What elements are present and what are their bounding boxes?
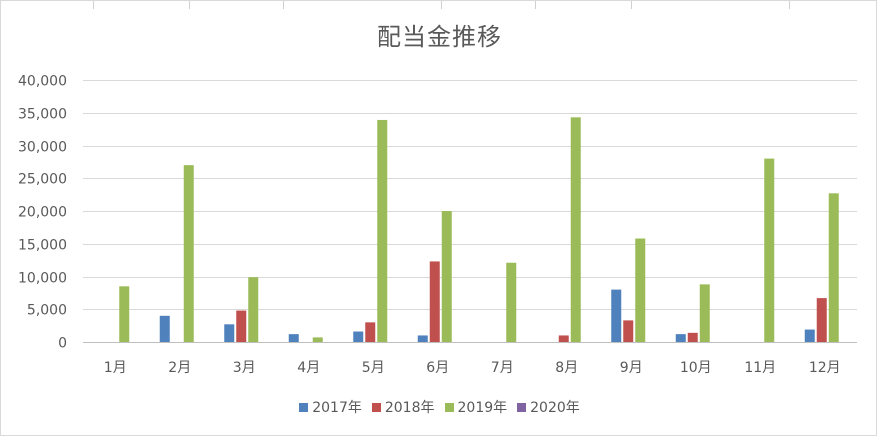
x-axis-labels: 1月 2月 3月 4月 5月 6月 7月 8月 9月 10月 11月 12月 [104, 360, 841, 376]
bar-2017年-2月 [159, 315, 170, 342]
bar-2019年-8月 [570, 117, 581, 343]
bar-2017年-3月 [224, 324, 235, 342]
bar-2019年-1月 [119, 286, 130, 342]
legend-item: 2019年 [444, 397, 508, 417]
y-tick-label: 5,000 [27, 303, 67, 319]
sheet-gridline [441, 1, 442, 9]
x-tick-label: 8月 [555, 360, 578, 376]
x-tick-label: 2月 [168, 360, 191, 376]
y-tick-label: 20,000 [18, 205, 67, 221]
legend-item: 2018年 [371, 397, 435, 417]
y-tick-label: 0 [58, 336, 67, 352]
bar-2017年-4月 [288, 334, 299, 342]
legend-label: 2019年 [457, 400, 508, 416]
x-tick-label: 4月 [297, 360, 320, 376]
legend-swatch [517, 403, 527, 412]
gridlines [83, 80, 857, 343]
x-tick-label: 10月 [680, 360, 712, 376]
bar-2017年-6月 [417, 335, 428, 342]
legend-swatch [371, 403, 381, 412]
legend-swatch [444, 403, 454, 412]
bar-2019年-6月 [441, 211, 452, 342]
bar-2017年-9月 [611, 289, 622, 342]
legend-label: 2017年 [312, 400, 362, 416]
bar-2019年-11月 [764, 158, 775, 342]
x-tick-label: 11月 [744, 360, 776, 376]
bar-2019年-2月 [183, 165, 194, 342]
legend-label: 2018年 [384, 400, 435, 416]
bar-2017年-12月 [804, 329, 815, 342]
bar-2019年-10月 [699, 284, 710, 342]
sheet-gridline [535, 1, 536, 9]
chart-title: 配当金推移 [377, 23, 502, 51]
y-tick-label: 35,000 [18, 107, 67, 123]
bar-2017年-5月 [353, 331, 364, 342]
y-axis-labels: 0 5,000 10,000 15,000 20,000 25,000 30,000 35,0… [18, 74, 67, 352]
bar-2019年-4月 [312, 337, 323, 342]
x-tick-label: 5月 [362, 360, 385, 376]
bar-2018年-3月 [236, 310, 247, 342]
sheet-gridline [93, 1, 94, 9]
legend-item: 2017年 [299, 397, 362, 417]
bar-2019年-9月 [635, 238, 646, 342]
sheet-gridline [189, 1, 190, 9]
x-tick-label: 7月 [491, 360, 514, 376]
y-tick-label: 10,000 [18, 271, 67, 287]
x-tick-label: 3月 [233, 360, 256, 376]
legend: 2017年 2018年 2019年 2020年 [1, 397, 877, 417]
sheet-gridline [283, 1, 284, 9]
bars [119, 117, 839, 343]
sheet-gridline [631, 1, 632, 9]
y-tick-label: 25,000 [18, 172, 67, 188]
bar-2018年-9月 [623, 320, 634, 342]
bar-2017年-10月 [675, 334, 686, 342]
bar-2019年-5月 [377, 119, 388, 342]
bar-2018年-10月 [687, 332, 698, 342]
x-tick-label: 9月 [620, 360, 643, 376]
bar-2018年-6月 [429, 261, 440, 342]
bar-2018年-5月 [365, 322, 376, 342]
x-tick-label: 6月 [426, 360, 449, 376]
bar-2019年-3月 [248, 277, 259, 342]
bar-2018年-8月 [558, 335, 569, 342]
y-tick-label: 30,000 [18, 140, 67, 156]
x-tick-label: 12月 [809, 360, 841, 376]
bar-2019年-7月 [506, 262, 517, 342]
bar-2018年-12月 [816, 298, 827, 342]
y-tick-label: 15,000 [18, 238, 67, 254]
bar-2019年-12月 [828, 193, 839, 342]
y-tick-label: 40,000 [18, 74, 67, 90]
legend-swatch [299, 403, 309, 412]
sheet-gridline [789, 1, 790, 9]
x-tick-label: 1月 [104, 360, 127, 376]
legend-item: 2020年 [517, 397, 580, 417]
legend-label: 2020年 [530, 400, 580, 416]
